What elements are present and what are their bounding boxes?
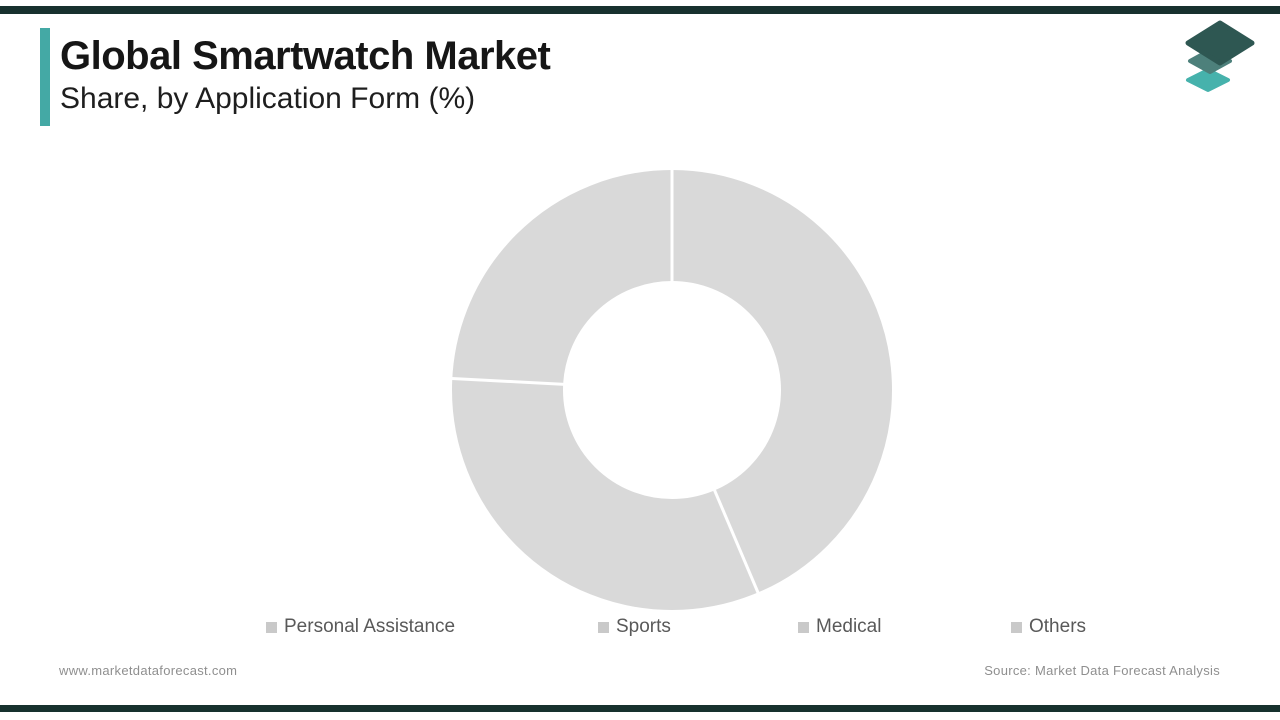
brand-logo-layers-icon bbox=[1185, 20, 1255, 92]
donut-chart-svg bbox=[449, 167, 892, 610]
legend-marker-icon bbox=[598, 621, 609, 633]
legend-label: Sports bbox=[616, 616, 671, 637]
legend-item-personal-assistance: Personal Assistance bbox=[266, 615, 455, 639]
bottom-edge-bar bbox=[0, 705, 1280, 712]
footer-source: Source: Market Data Forecast Analysis bbox=[984, 663, 1220, 678]
page-subtitle: Share, by Application Form (%) bbox=[60, 82, 476, 115]
title-accent-bar bbox=[40, 28, 50, 126]
legend-label: Personal Assistance bbox=[284, 616, 456, 637]
legend-label: Medical bbox=[816, 616, 882, 637]
legend-label: Others bbox=[1029, 616, 1087, 637]
legend-marker-icon bbox=[798, 621, 809, 633]
chart-legend: Personal Assistance Sports Medical Other… bbox=[0, 615, 1280, 639]
legend-item-medical: Medical bbox=[798, 615, 881, 639]
legend-marker-icon bbox=[266, 621, 277, 633]
legend-item-sports: Sports bbox=[598, 615, 671, 639]
legend-marker-icon bbox=[1011, 621, 1022, 633]
page-title: Global Smartwatch Market bbox=[60, 34, 551, 78]
donut-chart bbox=[442, 160, 902, 620]
footer-website: www.marketdataforecast.com bbox=[59, 663, 238, 678]
legend-item-others: Others bbox=[1011, 615, 1086, 639]
top-edge-bar bbox=[0, 6, 1280, 14]
